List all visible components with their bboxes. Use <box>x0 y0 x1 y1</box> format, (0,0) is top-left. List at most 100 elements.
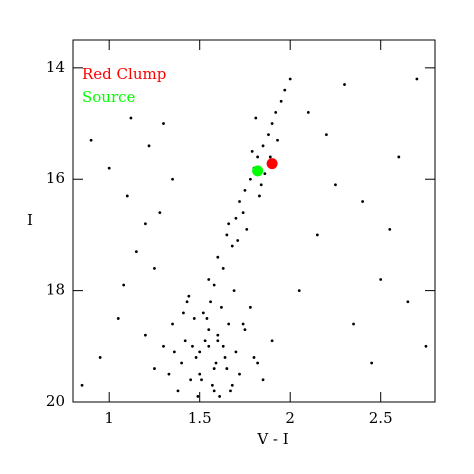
star-point <box>194 356 198 359</box>
star-point <box>259 183 263 187</box>
star-point <box>315 233 319 237</box>
star-point <box>218 395 222 398</box>
y-tick-label: 20 <box>46 392 65 410</box>
star-point <box>325 133 328 137</box>
star-point <box>225 367 229 370</box>
y-tick-label: 18 <box>46 281 65 299</box>
star-point <box>424 344 428 348</box>
star-point <box>185 300 189 304</box>
star-point <box>361 200 364 203</box>
star-point <box>212 389 216 393</box>
star-point <box>129 116 133 120</box>
star-point <box>397 155 401 159</box>
star-point <box>171 322 174 326</box>
star-point <box>167 372 171 376</box>
star-point <box>288 77 292 81</box>
star-point <box>134 250 138 254</box>
star-point <box>201 311 205 315</box>
x-tick-label: 2 <box>285 409 295 427</box>
star-point <box>263 172 267 176</box>
star-point <box>283 88 287 92</box>
star-point <box>245 227 249 231</box>
legend-label: Red Clump <box>82 65 166 83</box>
x-tick-label: 1 <box>104 409 114 427</box>
star-point <box>234 350 238 354</box>
x-axis-label: V - I <box>256 430 288 448</box>
star-point <box>207 328 211 331</box>
star-point <box>221 344 225 348</box>
star-point <box>270 122 274 125</box>
plot-frame <box>72 39 436 403</box>
y-tick-label: 14 <box>46 58 65 76</box>
star-point <box>334 183 337 187</box>
star-point <box>180 361 184 365</box>
star-point <box>162 122 165 125</box>
star-point <box>220 305 223 309</box>
star-point <box>207 278 211 281</box>
star-point <box>343 83 346 86</box>
star-point <box>243 328 247 331</box>
star-point <box>279 99 283 103</box>
star-point <box>258 194 261 198</box>
star-point <box>370 361 374 365</box>
star-point <box>267 133 270 137</box>
star-point <box>227 222 231 226</box>
star-point <box>144 222 147 226</box>
star-point <box>176 389 180 393</box>
legend-label: Source <box>82 88 136 106</box>
star-point <box>200 378 203 382</box>
star-point <box>261 144 265 148</box>
x-tick-label: 2.5 <box>369 409 393 427</box>
star-point <box>225 233 229 237</box>
star-point <box>196 395 200 398</box>
y-tick-label: 16 <box>46 169 65 187</box>
star-point <box>306 111 310 114</box>
star-point <box>216 255 220 259</box>
star-point <box>172 350 176 354</box>
star-point <box>236 239 240 242</box>
star-point <box>227 322 231 326</box>
star-point <box>238 200 241 203</box>
highlight-point <box>252 165 264 177</box>
star-point <box>153 266 156 270</box>
star-point <box>107 166 111 170</box>
star-point <box>250 149 254 153</box>
star-point <box>256 361 260 365</box>
star-point <box>261 378 265 382</box>
star-point <box>98 356 102 359</box>
star-point <box>379 278 383 281</box>
star-point <box>171 177 174 181</box>
star-point <box>248 177 252 181</box>
star-point <box>192 317 196 320</box>
star-point <box>198 350 202 354</box>
star-point <box>203 339 207 343</box>
star-point <box>125 194 129 198</box>
star-point <box>223 356 227 359</box>
star-point <box>238 372 241 376</box>
star-point <box>205 317 209 320</box>
star-point <box>207 344 211 348</box>
star-point <box>268 155 272 159</box>
star-point <box>189 378 193 382</box>
star-point <box>147 144 151 148</box>
star-point <box>221 266 225 270</box>
star-point <box>297 289 301 293</box>
star-point <box>187 294 191 298</box>
star-point <box>210 383 214 387</box>
star-point <box>270 339 274 343</box>
star-point <box>144 333 147 337</box>
star-point <box>388 227 392 231</box>
star-point <box>198 372 202 376</box>
star-point <box>248 305 252 309</box>
star-point <box>209 300 212 304</box>
star-point <box>243 188 247 192</box>
star-point <box>415 77 419 81</box>
star-point <box>230 383 234 387</box>
x-tick-label: 1.5 <box>188 409 212 427</box>
star-point <box>406 300 410 304</box>
star-point <box>122 283 126 287</box>
star-point <box>212 367 216 370</box>
star-point <box>216 333 220 337</box>
star-point <box>252 356 256 359</box>
